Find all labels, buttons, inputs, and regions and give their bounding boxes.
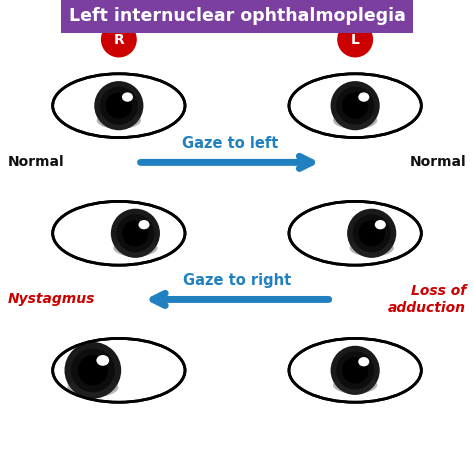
Ellipse shape — [53, 201, 185, 265]
Ellipse shape — [289, 201, 421, 265]
Ellipse shape — [353, 214, 391, 252]
Ellipse shape — [350, 239, 394, 257]
Ellipse shape — [122, 220, 149, 247]
Ellipse shape — [122, 92, 133, 102]
Text: R: R — [113, 32, 124, 47]
Ellipse shape — [289, 338, 421, 402]
Text: Normal: Normal — [410, 155, 466, 169]
Text: Left internuclear ophthalmoplegia: Left internuclear ophthalmoplegia — [69, 7, 405, 25]
Ellipse shape — [53, 74, 185, 138]
Text: Loss of
adduction: Loss of adduction — [388, 284, 466, 315]
Text: Nystagmus: Nystagmus — [8, 292, 95, 307]
Ellipse shape — [330, 346, 380, 395]
Circle shape — [337, 21, 373, 58]
Ellipse shape — [289, 74, 421, 138]
Ellipse shape — [342, 92, 368, 119]
Ellipse shape — [78, 355, 108, 386]
Ellipse shape — [96, 355, 109, 366]
Ellipse shape — [94, 81, 144, 130]
Ellipse shape — [53, 338, 185, 402]
Ellipse shape — [336, 87, 374, 125]
Ellipse shape — [333, 112, 377, 129]
Text: Normal: Normal — [8, 155, 64, 169]
Text: Gaze to right: Gaze to right — [183, 273, 291, 288]
Ellipse shape — [375, 220, 386, 229]
Ellipse shape — [138, 220, 149, 229]
Ellipse shape — [342, 357, 368, 384]
Ellipse shape — [67, 377, 118, 397]
Ellipse shape — [333, 377, 377, 394]
Circle shape — [101, 21, 137, 58]
Ellipse shape — [100, 87, 138, 125]
Ellipse shape — [106, 92, 132, 119]
Ellipse shape — [330, 81, 380, 130]
Ellipse shape — [358, 357, 369, 367]
Ellipse shape — [113, 239, 157, 257]
Ellipse shape — [71, 348, 115, 392]
Ellipse shape — [347, 208, 396, 258]
Ellipse shape — [358, 220, 385, 247]
Text: Gaze to left: Gaze to left — [182, 136, 278, 150]
Ellipse shape — [64, 342, 121, 399]
Ellipse shape — [336, 351, 374, 389]
Ellipse shape — [358, 92, 369, 102]
Ellipse shape — [116, 214, 155, 252]
Text: L: L — [351, 32, 360, 47]
Ellipse shape — [111, 208, 160, 258]
Ellipse shape — [97, 112, 141, 129]
